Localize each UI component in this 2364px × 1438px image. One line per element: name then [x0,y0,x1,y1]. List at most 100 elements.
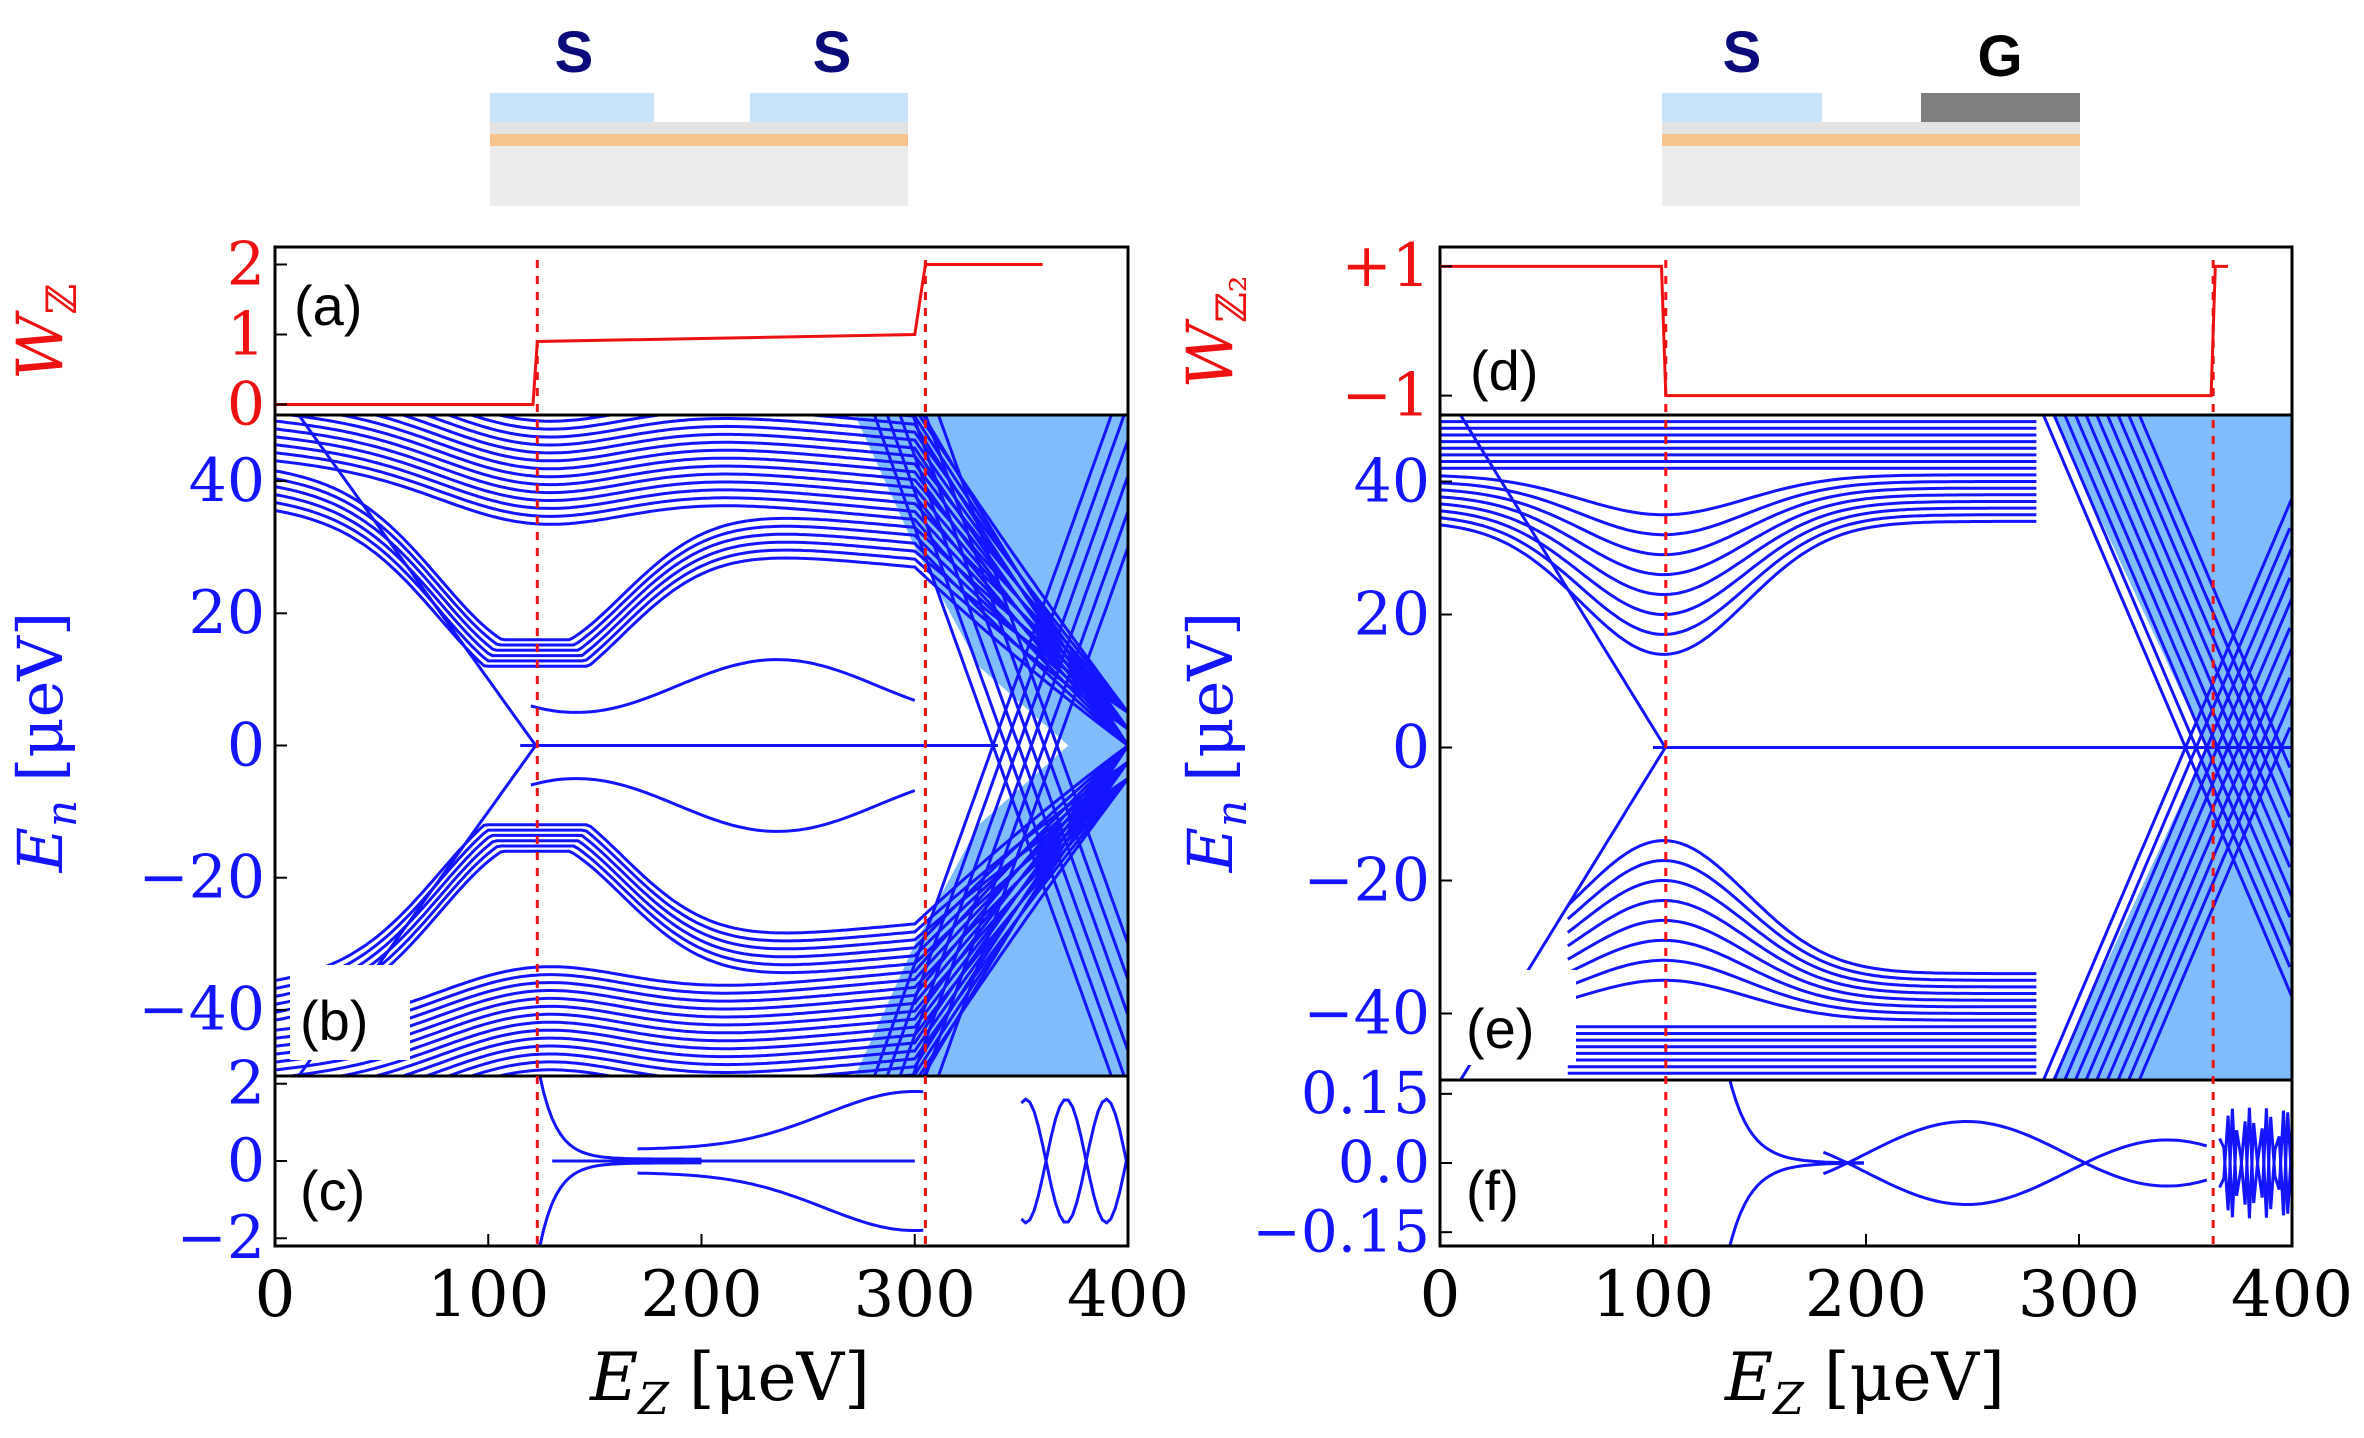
schematic-layer [490,134,908,146]
schematic-contact-1-label: S [1723,20,1762,85]
energy-band [2052,415,2292,968]
ylabel-w: W [4,309,78,380]
ytick-label: 20 [1354,579,1430,649]
energy-band [421,761,1128,1076]
ytick-label: 40 [1354,446,1430,516]
energy-band [275,760,1128,1014]
energy-bands [275,415,1128,1076]
energy-band [278,744,1128,1076]
schematic-left: S S [490,20,908,206]
xtick-label: 0 [255,1258,296,1332]
ytick-label: −40 [138,975,265,1045]
energy-band [2127,697,2292,1080]
panel-f: 0.150.0−0.15 (f) [1252,1059,2294,1265]
svg-text:En[μeV]: En[μeV] [1174,612,1256,873]
panel-a: 012 (a) Wℤ [4,229,1130,439]
energy-band [885,415,1126,1076]
ytick-label: 0 [1392,712,1430,782]
energy-band [2052,527,2292,1080]
zoom-band [1020,1097,1128,1224]
energy-band [1440,486,2037,557]
zoom-bands [1728,1080,2292,1246]
energy-band [275,459,1128,747]
ytick-label: 0.15 [1301,1059,1430,1127]
energy-band [872,415,1113,1076]
energy-band [530,777,916,833]
xtick-label: 100 [427,1258,549,1332]
energy-band [1566,899,2037,995]
energy-band [275,777,1128,1048]
xtick-label: 0 [1420,1258,1461,1332]
svg-text:Wℤ₂: Wℤ₂ [1174,275,1256,388]
energy-band [275,477,1128,731]
ytick-label: 0 [227,1126,265,1196]
panel-b-label-bg [290,965,410,1060]
schematic-contact-1-label: S [555,20,594,85]
xtick-label: 400 [1067,1258,1189,1332]
energy-band [493,761,1128,1076]
panel-b-ylabel: En [μeV] [4,612,86,873]
panel-d-yticks: +1 −1 [1342,231,1452,430]
ytick-label: −40 [1303,978,1430,1048]
ytick-label: 0 [227,710,265,780]
ytick-label: −2 [177,1203,265,1273]
energy-band [1566,839,2037,976]
panel-b: 40 20 0 −20 −40 (b) En [μeV] [4,413,1130,1078]
ylabel-e-units: [μeV] [4,612,77,782]
energy-band [275,760,1128,1040]
energy-band [1567,978,2037,1022]
svg-text:Wℤ: Wℤ [4,284,86,380]
energy-band [898,415,1128,1052]
energy-band [275,777,1128,1022]
ytick-label: 0.0 [1338,1128,1430,1196]
panel-label-a: (a) [294,274,362,337]
energy-band [2116,415,2292,818]
energy-band [1440,519,2037,656]
x-axis-ticks: 0 100 200 300 400 [255,1234,1189,1332]
schematic-contact-2 [750,93,908,122]
energy-band [1458,415,1668,750]
energy-band [921,744,1128,1076]
zoom-bands [538,1076,1128,1246]
schematic-contact-2-label: G [1977,24,2022,89]
ytick-label: −20 [138,843,265,913]
energy-band [1440,493,2037,577]
ytick-label: 40 [189,446,265,516]
panel-label-c: (c) [300,1159,365,1222]
schematic-contact-1 [1662,93,1822,122]
energy-band [917,415,1128,714]
xtick-label: 200 [640,1258,762,1332]
panel-d: +1 −1 (d) Wℤ₂ [1174,231,2294,430]
panel-a-frame [273,245,1130,417]
energy-band [2041,415,2292,998]
ytick-label: −0.15 [1252,1197,1430,1265]
energy-band [917,777,1128,1076]
winding-number-line [275,263,1043,406]
energy-band [1440,480,2037,537]
zoom-band [538,1076,702,1161]
svg-text:En[μeV]: En[μeV] [4,612,86,873]
ytick-label: 20 [189,578,265,648]
zoom-band [538,1161,702,1246]
panel-e-ylabel: En[μeV] [1174,612,1256,873]
energy-band [936,546,1128,1076]
energy-band [2084,597,2292,1080]
energy-band [466,744,1128,1076]
ylabel-e-sub: n [37,800,86,827]
energy-band [275,760,1128,1064]
energy-band [2105,415,2292,848]
panel-e-yticks: 40 20 0 −20 −40 [1303,446,1452,1048]
ytick-label: 2 [227,229,265,299]
energy-band [2137,415,2292,769]
energy-band [332,415,1128,730]
winding-number-line [1440,264,2229,398]
panel-d-frame [1438,245,2294,417]
panel-c: 20−2 (c) [177,1049,1130,1273]
energy-band [1566,879,2037,989]
energy-band [275,469,1128,714]
xtick-label: 300 [854,1258,976,1332]
ytick-label: +1 [1342,231,1430,301]
